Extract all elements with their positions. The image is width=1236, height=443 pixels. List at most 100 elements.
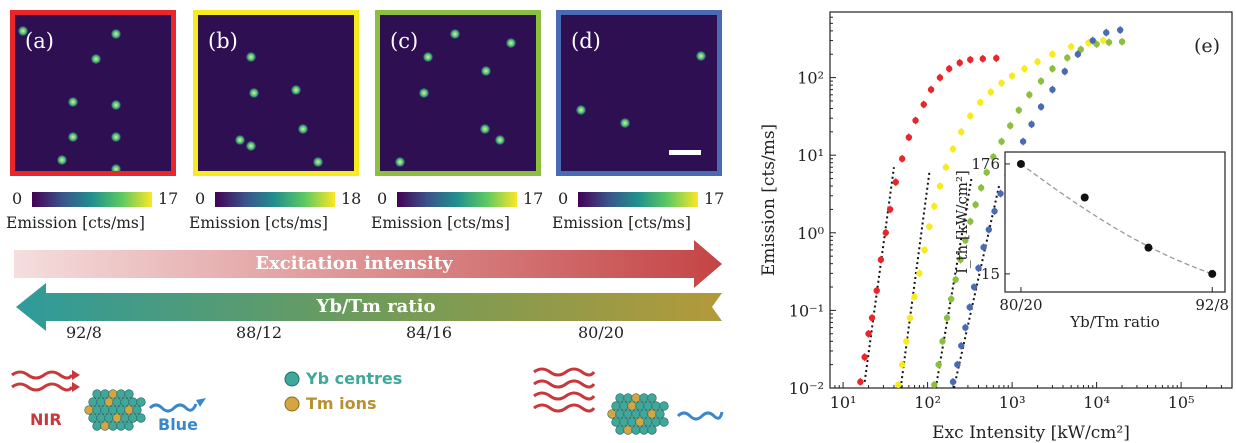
- panel-label: (a): [25, 29, 54, 53]
- nir-label: NIR: [30, 410, 62, 429]
- ion-sphere: [116, 405, 126, 415]
- ion-sphere: [627, 401, 637, 411]
- data-point: [935, 361, 942, 368]
- ion-sphere: [619, 401, 629, 411]
- data-point: [949, 378, 957, 386]
- x-tick-label: 10²: [914, 393, 941, 412]
- emission-image-panel: (c): [375, 10, 541, 176]
- ion-sphere: [647, 393, 657, 403]
- data-point: [927, 86, 935, 93]
- data-point: [898, 155, 906, 162]
- data-point: [949, 145, 957, 153]
- data-point: [936, 74, 944, 81]
- data-point: [892, 178, 899, 186]
- tm-legend-icon: [284, 396, 300, 412]
- inset-data-point: [1208, 269, 1217, 278]
- ion-sphere: [92, 421, 102, 431]
- fit-line: [934, 178, 973, 389]
- data-point: [1034, 58, 1041, 65]
- colorbar: 0 17: [377, 188, 543, 210]
- colorbar-title: Emission [cts/ms]: [189, 214, 328, 232]
- data-point: [985, 226, 993, 233]
- blue-label: Blue: [158, 415, 198, 434]
- data-point: [911, 293, 918, 300]
- data-point: [970, 283, 978, 291]
- inset-data-point: [1016, 159, 1025, 168]
- data-point: [1015, 106, 1022, 114]
- micrograph: (c): [380, 15, 536, 171]
- data-point: [931, 203, 938, 210]
- emitter-spot: [479, 123, 490, 134]
- arrows-graphic: [14, 240, 722, 331]
- colorbar-max: 17: [704, 189, 725, 208]
- plot-frame: [829, 11, 1233, 389]
- inset-y-axis-label: I_th [kW/cm²]: [953, 170, 971, 274]
- data-point: [1049, 65, 1056, 72]
- inset-x-tick-label: 92/8: [1195, 296, 1229, 314]
- emitter-spot: [418, 88, 429, 98]
- data-point: [903, 338, 910, 345]
- ion-sphere: [635, 401, 645, 411]
- ion-sphere: [611, 401, 621, 411]
- data-point: [1064, 54, 1071, 61]
- ion-sphere: [623, 425, 633, 435]
- colorbar-gradient: [578, 192, 698, 207]
- y-axis-label: Emission [cts/ms]: [759, 124, 779, 276]
- data-point: [1049, 51, 1056, 58]
- inset-y-tick-label: 15: [981, 265, 1000, 283]
- inset-fit-curve: [1020, 163, 1213, 275]
- emitter-spot: [246, 141, 257, 152]
- ratio-tick: 84/16: [406, 323, 453, 342]
- ion-sphere: [92, 389, 102, 399]
- colorbar-title: Emission [cts/ms]: [552, 214, 691, 232]
- ratio-tick: 80/20: [578, 323, 625, 342]
- data-point: [957, 256, 964, 263]
- data-point: [987, 88, 995, 96]
- emitter-spot: [111, 131, 122, 142]
- emitter-spot: [91, 53, 102, 64]
- data-point: [1116, 26, 1124, 34]
- y-tick-label: 10⁰: [797, 224, 824, 243]
- tm-legend-label: Tm ions: [306, 394, 377, 413]
- data-point: [1026, 91, 1033, 98]
- x-tick-label: 10⁵: [1168, 393, 1195, 412]
- data-point: [1105, 39, 1113, 46]
- data-point: [958, 128, 965, 136]
- y-tick-label: 10²: [797, 69, 824, 88]
- data-point: [979, 55, 986, 62]
- ion-sphere: [100, 389, 110, 399]
- emitter-spot: [235, 134, 246, 145]
- scale-bar: [669, 150, 701, 155]
- ion-sphere: [120, 397, 130, 407]
- x-tick-label: 10³: [999, 393, 1026, 412]
- ion-sphere: [108, 405, 118, 415]
- data-point: [895, 381, 902, 388]
- ion-sphere: [647, 409, 657, 419]
- emitter-spot: [291, 84, 302, 95]
- blue-emission-wave-right: [676, 411, 724, 421]
- x-tick-label: 10¹: [830, 393, 857, 412]
- ion-sphere: [84, 405, 94, 415]
- ion-sphere: [88, 397, 98, 407]
- emission-image-panel: (d): [556, 10, 722, 176]
- ion-sphere: [120, 413, 130, 423]
- data-point: [1049, 86, 1056, 93]
- ion-sphere: [615, 425, 625, 435]
- ion-sphere: [607, 409, 617, 419]
- data-point: [886, 206, 894, 213]
- emitter-spot: [111, 100, 122, 111]
- data-point: [1019, 138, 1027, 145]
- ion-sphere: [112, 413, 122, 423]
- data-point: [857, 378, 864, 386]
- panel-label: (d): [571, 29, 601, 53]
- ion-sphere: [136, 413, 146, 423]
- emitter-spot: [506, 38, 517, 49]
- data-point: [967, 218, 974, 225]
- emitter-spot: [481, 66, 492, 77]
- emitter-spot: [67, 97, 78, 108]
- fit-line: [899, 172, 931, 389]
- data-point: [906, 314, 914, 322]
- excitation-arrow-label: Excitation intensity: [255, 253, 453, 274]
- data-point: [1037, 103, 1045, 111]
- data-point: [991, 207, 998, 215]
